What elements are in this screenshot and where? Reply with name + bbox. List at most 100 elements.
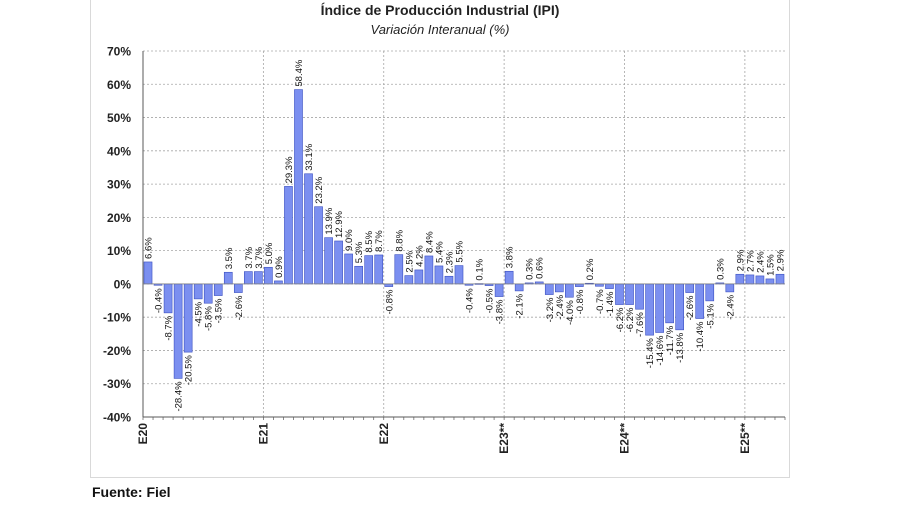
bar — [434, 265, 444, 285]
bar — [625, 283, 634, 305]
bar — [454, 265, 464, 285]
bar — [554, 283, 564, 293]
x-tick-label: E23** — [497, 423, 511, 454]
data-label: 4.2% — [414, 245, 425, 267]
x-tick-label: E25** — [738, 423, 752, 454]
bar — [605, 283, 614, 289]
y-tick-label: 30% — [107, 178, 131, 192]
y-tick-label: 50% — [107, 111, 131, 125]
data-label: 5.5% — [454, 240, 465, 262]
x-tick-label: E20 — [136, 423, 150, 445]
data-label: 5.0% — [264, 242, 275, 264]
data-label: -10.4% — [695, 321, 706, 352]
bar — [274, 280, 283, 285]
data-label: -1.4% — [605, 291, 616, 316]
bar — [173, 283, 183, 379]
y-tick-label: 70% — [107, 45, 131, 59]
y-tick-label: 0% — [114, 277, 132, 291]
bar — [615, 283, 624, 305]
bar — [163, 283, 173, 314]
data-label: -6.2% — [625, 307, 636, 332]
y-tick-label: 10% — [107, 244, 131, 258]
data-label: -7.6% — [635, 312, 646, 337]
data-label: 9.0% — [344, 229, 355, 251]
data-label: 0.3% — [525, 258, 536, 280]
data-label: 0.6% — [535, 257, 546, 279]
bar — [675, 283, 684, 331]
data-label: 33.1% — [304, 143, 315, 170]
data-label: 29.3% — [284, 156, 295, 183]
data-label: -28.4% — [174, 381, 185, 412]
chart-subtitle: Variación Interanual (%) — [370, 22, 510, 37]
bar — [494, 283, 504, 297]
x-tick-label: E21 — [256, 423, 270, 445]
data-label: 1.5% — [765, 254, 776, 276]
y-tick-label: -40% — [103, 411, 131, 425]
source-note: Fuente: Fiel — [92, 484, 171, 500]
y-tick-label: -30% — [103, 377, 131, 391]
data-label: 8.8% — [394, 229, 405, 251]
bar — [394, 254, 404, 285]
bar — [514, 283, 524, 292]
data-label: -3.2% — [545, 297, 556, 322]
bar — [745, 274, 755, 285]
data-label: -8.7% — [164, 315, 175, 340]
data-label: 8.7% — [374, 230, 385, 252]
data-label: 23.2% — [314, 176, 325, 203]
data-label: -2.6% — [234, 295, 245, 320]
bar — [183, 283, 193, 353]
bar — [775, 273, 785, 285]
data-label: -4.0% — [565, 300, 576, 325]
data-label: 0.9% — [274, 256, 285, 278]
data-label: 0.2% — [585, 258, 596, 280]
bar — [735, 273, 745, 285]
bar — [244, 271, 253, 285]
bar — [645, 283, 654, 336]
data-label: 2.7% — [745, 250, 756, 272]
x-tick-label: E24** — [618, 423, 632, 454]
data-label: 0.1% — [475, 258, 486, 280]
bar — [444, 275, 454, 285]
data-label: 2.9% — [735, 249, 746, 271]
data-label: -0.8% — [575, 289, 586, 314]
bar — [143, 261, 153, 285]
data-label: -20.5% — [184, 355, 195, 386]
bar — [655, 283, 664, 333]
bar — [213, 283, 223, 296]
bar — [233, 283, 243, 293]
bar — [755, 275, 765, 285]
data-label: 2.3% — [444, 251, 455, 273]
data-label: -2.4% — [725, 294, 736, 319]
data-label: -3.8% — [495, 299, 506, 324]
bar — [304, 173, 313, 285]
bar — [565, 283, 574, 298]
y-tick-label: 20% — [107, 211, 131, 225]
bar — [695, 283, 705, 319]
bar — [544, 283, 554, 295]
data-label: -0.7% — [595, 289, 606, 314]
data-label: -2.1% — [515, 293, 526, 318]
bar — [705, 283, 715, 302]
bar — [254, 271, 263, 285]
bar — [424, 255, 434, 285]
bar — [334, 240, 343, 285]
data-label: -0.4% — [154, 288, 165, 313]
bar — [404, 275, 414, 285]
data-label: -2.4% — [555, 294, 566, 319]
data-label: -2.6% — [685, 295, 696, 320]
data-label: -13.8% — [675, 332, 686, 363]
y-tick-label: -20% — [103, 344, 131, 358]
data-label: 3.8% — [505, 246, 516, 268]
data-label: -0.4% — [465, 288, 476, 313]
data-label: 8.4% — [424, 231, 435, 253]
data-label: 6.6% — [144, 237, 155, 259]
bar — [665, 283, 674, 324]
x-tick-label: E22 — [377, 423, 391, 445]
bar — [324, 237, 333, 285]
bar — [374, 254, 384, 285]
data-label: 5.3% — [354, 241, 365, 263]
data-label: 3.7% — [254, 246, 265, 268]
bar — [344, 253, 353, 285]
bar — [364, 255, 374, 285]
chart-title: Índice de Producción Industrial (IPI) — [320, 2, 560, 18]
